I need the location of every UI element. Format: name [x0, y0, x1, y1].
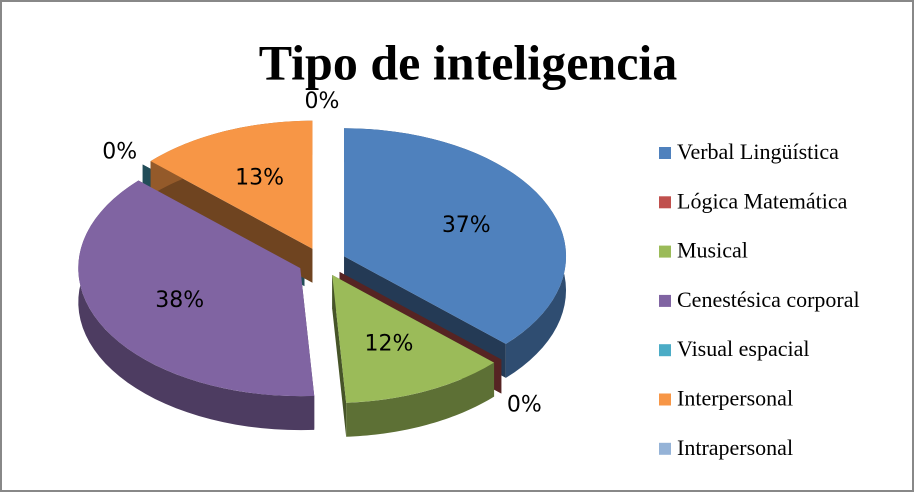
data-labels: 37% 0% 12% 38% 0% 13% 0%: [102, 89, 541, 418]
legend-label: Intrapersonal: [677, 435, 793, 460]
legend-swatch: [659, 442, 671, 455]
legend-label: Musical: [677, 238, 748, 263]
slice: [332, 275, 495, 403]
slice: [150, 120, 313, 249]
slice: [78, 180, 315, 397]
data-label: 0%: [102, 139, 137, 164]
slice-side: [78, 180, 315, 431]
legend-swatch: [659, 245, 671, 258]
legend-swatch: [659, 344, 671, 357]
data-label: 12%: [364, 332, 413, 357]
legend-swatch: [659, 196, 671, 209]
legend-swatch: [659, 147, 671, 159]
data-label: 37%: [442, 213, 491, 238]
data-label: 13%: [235, 165, 284, 190]
legend-label: Lógica Matemática: [677, 188, 848, 213]
legend-swatch: [659, 294, 671, 307]
slice-side: [346, 362, 495, 437]
legend-label: Interpersonal: [677, 386, 793, 411]
legend-label: Cenestésica corporal: [677, 287, 860, 312]
slice: [344, 128, 567, 344]
legend-label: Verbal Lingüística: [677, 139, 839, 164]
data-label: 0%: [507, 393, 542, 418]
slice-side: [150, 161, 313, 283]
slice-side: [332, 275, 347, 437]
legend: Verbal Lingüística Lógica Matemática Music…: [659, 139, 860, 460]
legend-label: Visual espacial: [677, 336, 809, 361]
data-label: 0%: [305, 89, 340, 114]
chart-title: Tipo de inteligencia: [259, 34, 678, 90]
pie-tops: [78, 120, 567, 403]
legend-swatch: [659, 393, 671, 406]
data-label: 38%: [155, 288, 204, 313]
